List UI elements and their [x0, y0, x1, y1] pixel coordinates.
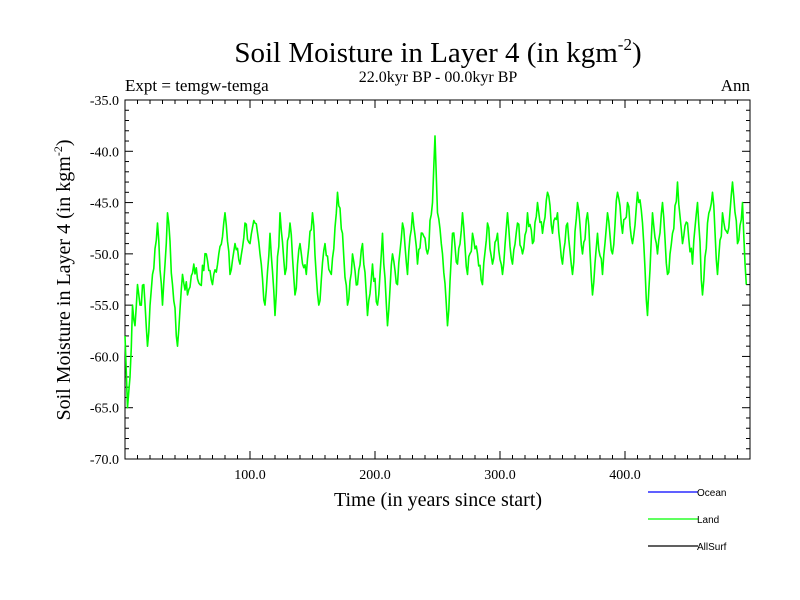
- y-axis-label-main: Soil Moisture in Layer 4 (in kgm: [53, 156, 75, 421]
- x-axis: 100.0 200.0 300.0 400.0: [137, 100, 738, 483]
- legend-label-land: Land: [697, 515, 719, 526]
- experiment-label: Expt = temgw-temga: [125, 76, 269, 95]
- y-tick-label: -35.0: [90, 94, 119, 109]
- x-tick-label: 200.0: [359, 468, 391, 483]
- y-axis-label-close: ): [53, 139, 75, 146]
- y-tick-label: -55.0: [90, 299, 119, 314]
- y-axis: -35.0 -40.0 -45.0 -50.0 -55.0 -60.0 -65.0 -70.0: [90, 94, 750, 468]
- x-axis-label: Time (in years since start): [334, 489, 542, 511]
- chart-title-superscript: -2: [618, 35, 632, 54]
- x-tick-label: 100.0: [234, 468, 266, 483]
- time-range-label: 22.0kyr BP - 00.0kyr BP: [359, 69, 518, 86]
- y-axis-label: Soil Moisture in Layer 4 (in kgm-2): [51, 139, 75, 420]
- chart-title-close: ): [632, 37, 642, 69]
- legend-label-ocean: Ocean: [697, 488, 726, 499]
- y-tick-label: -70.0: [90, 453, 119, 468]
- y-tick-label: -60.0: [90, 350, 119, 365]
- chart-title-main: Soil Moisture in Layer 4 (in kgm: [234, 37, 618, 69]
- x-tick-label: 400.0: [609, 468, 641, 483]
- series-line-land: [124, 135, 748, 409]
- legend: Ocean Land AllSurf: [648, 488, 727, 553]
- legend-label-allsurf: AllSurf: [697, 542, 727, 553]
- y-tick-label: -50.0: [90, 248, 119, 263]
- season-label: Ann: [721, 76, 751, 95]
- y-tick-label: -65.0: [90, 402, 119, 417]
- series-layer: [124, 135, 748, 409]
- y-tick-label: -45.0: [90, 197, 119, 212]
- x-tick-label: 300.0: [484, 468, 516, 483]
- chart-title: Soil Moisture in Layer 4 (in kgm-2): [234, 35, 641, 69]
- y-tick-label: -40.0: [90, 145, 119, 160]
- y-axis-label-superscript: -2: [51, 146, 65, 156]
- plot-frame: [124, 99, 751, 460]
